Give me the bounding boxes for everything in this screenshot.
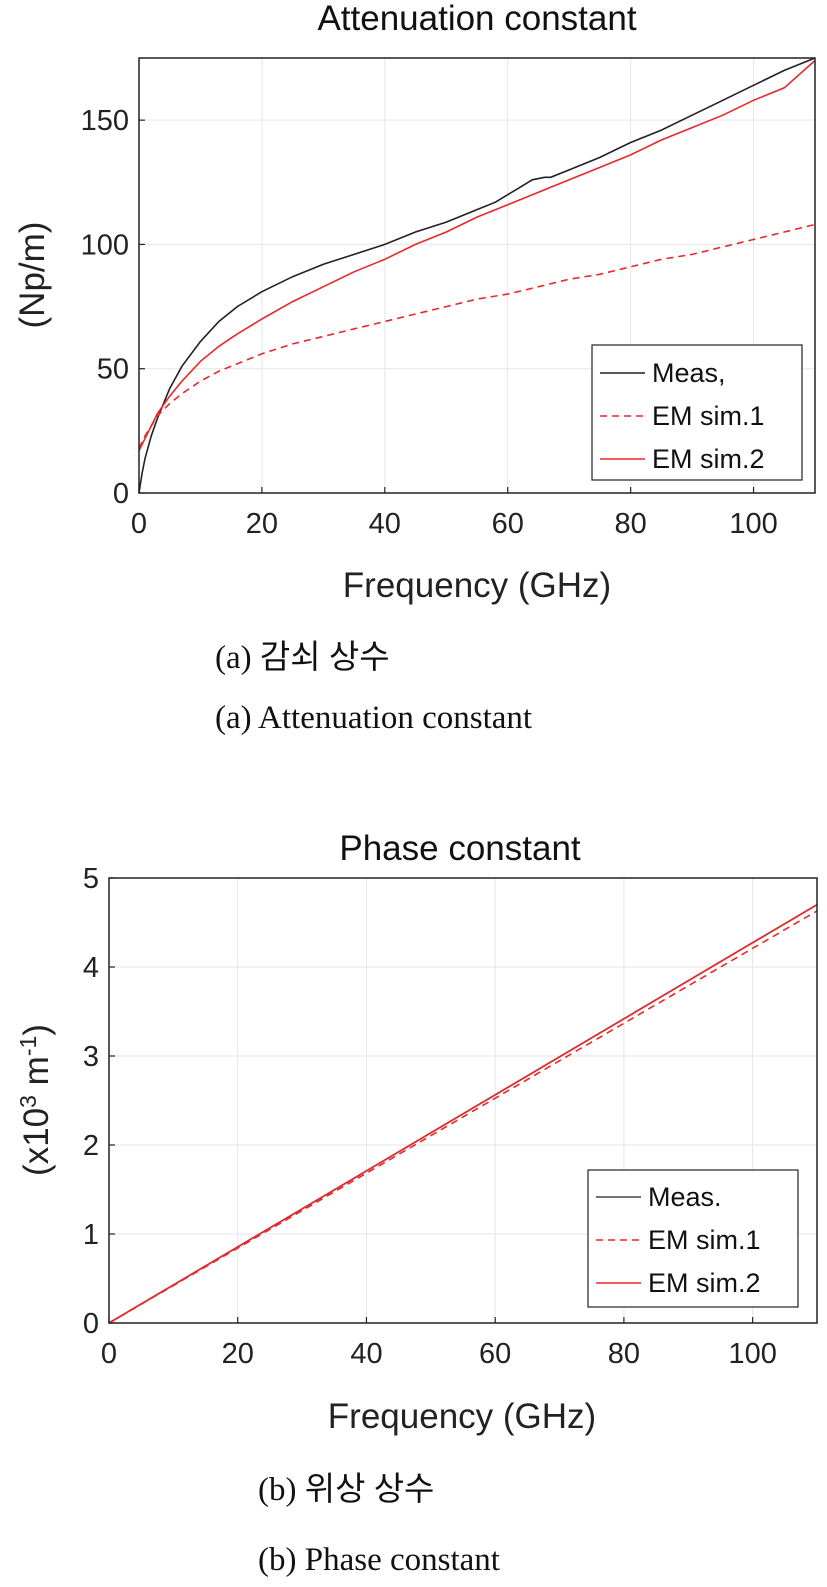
tick-labels: 0 20 40 60 80 100 0 1 2 3 4 5 bbox=[83, 863, 777, 1370]
x-tick-label: 80 bbox=[608, 1338, 640, 1370]
legend-entry-em-sim-1: EM sim.1 bbox=[648, 1225, 761, 1255]
series-line-em-sim-2 bbox=[138, 59, 816, 452]
x-tick-label: 40 bbox=[350, 1338, 382, 1370]
legend-entry-em-sim-1: EM sim.1 bbox=[652, 401, 765, 431]
caption-b-english: (b) Phase constant bbox=[258, 1542, 500, 1578]
tick-labels: 0 20 40 60 80 100 0 50 100 150 bbox=[81, 105, 778, 540]
caption-a-korean: (a) 감쇠 상수 bbox=[215, 640, 390, 676]
plot-frame bbox=[138, 57, 816, 494]
y-tick-label: 0 bbox=[113, 478, 129, 510]
legend: Meas. EM sim.1 EM sim.2 bbox=[587, 1169, 799, 1308]
y-tick-label: 50 bbox=[97, 354, 129, 386]
x-tick-label: 0 bbox=[101, 1338, 117, 1370]
series-group bbox=[108, 904, 818, 1324]
y-axis-label: (x103 m-1) bbox=[15, 1024, 56, 1176]
legend-entry-em-sim-2: EM sim.2 bbox=[652, 444, 765, 474]
y-axis-label: (Np/m) bbox=[13, 222, 52, 329]
x-axis-label: Frequency (GHz) bbox=[328, 1397, 596, 1436]
y-tick-label: 4 bbox=[83, 952, 99, 984]
series-line-em-sim-2 bbox=[108, 904, 818, 1324]
x-tick-label: 100 bbox=[728, 1338, 776, 1370]
x-tick-label: 60 bbox=[492, 508, 524, 540]
chart-title: Phase constant bbox=[339, 829, 581, 868]
legend-box bbox=[587, 1169, 799, 1308]
series-line-meas bbox=[138, 57, 816, 494]
x-tick-label: 0 bbox=[131, 508, 147, 540]
caption-b-korean: (b) 위상 상수 bbox=[258, 1472, 434, 1508]
chart-title: Attenuation constant bbox=[317, 0, 636, 38]
y-tick-label: 0 bbox=[83, 1308, 99, 1340]
y-tick-label: 5 bbox=[83, 863, 99, 895]
legend-entry-em-sim-2: EM sim.2 bbox=[648, 1268, 761, 1298]
phase-chart: Phase constant 0 20 40 60 80 100 0 1 2 3 4 5 Freque… bbox=[15, 829, 818, 1436]
caption-a-english: (a) Attenuation constant bbox=[215, 700, 532, 736]
x-tick-label: 100 bbox=[729, 508, 777, 540]
y-tick-label: 2 bbox=[83, 1130, 99, 1162]
legend-entry-meas: Meas, bbox=[652, 358, 726, 388]
y-tick-label: 100 bbox=[81, 229, 129, 261]
x-tick-label: 60 bbox=[479, 1338, 511, 1370]
series-line-em-sim-1 bbox=[108, 910, 818, 1324]
legend: Meas, EM sim.1 EM sim.2 bbox=[591, 344, 803, 481]
y-tick-label: 1 bbox=[83, 1219, 99, 1251]
x-axis-label: Frequency (GHz) bbox=[343, 566, 611, 605]
plot-frame bbox=[108, 877, 818, 1324]
x-tick-label: 20 bbox=[246, 508, 278, 540]
y-tick-label: 3 bbox=[83, 1041, 99, 1073]
x-tick-label: 20 bbox=[222, 1338, 254, 1370]
x-tick-label: 80 bbox=[615, 508, 647, 540]
y-tick-label: 150 bbox=[81, 105, 129, 137]
series-group bbox=[138, 57, 816, 494]
legend-entry-meas: Meas. bbox=[648, 1182, 722, 1212]
attenuation-chart: Attenuation constant 0 20 40 60 80 100 0 50 100 1… bbox=[13, 0, 816, 605]
series-line-em-sim-1 bbox=[138, 223, 816, 449]
x-tick-label: 40 bbox=[369, 508, 401, 540]
legend-box bbox=[591, 344, 803, 481]
grid bbox=[139, 58, 815, 493]
